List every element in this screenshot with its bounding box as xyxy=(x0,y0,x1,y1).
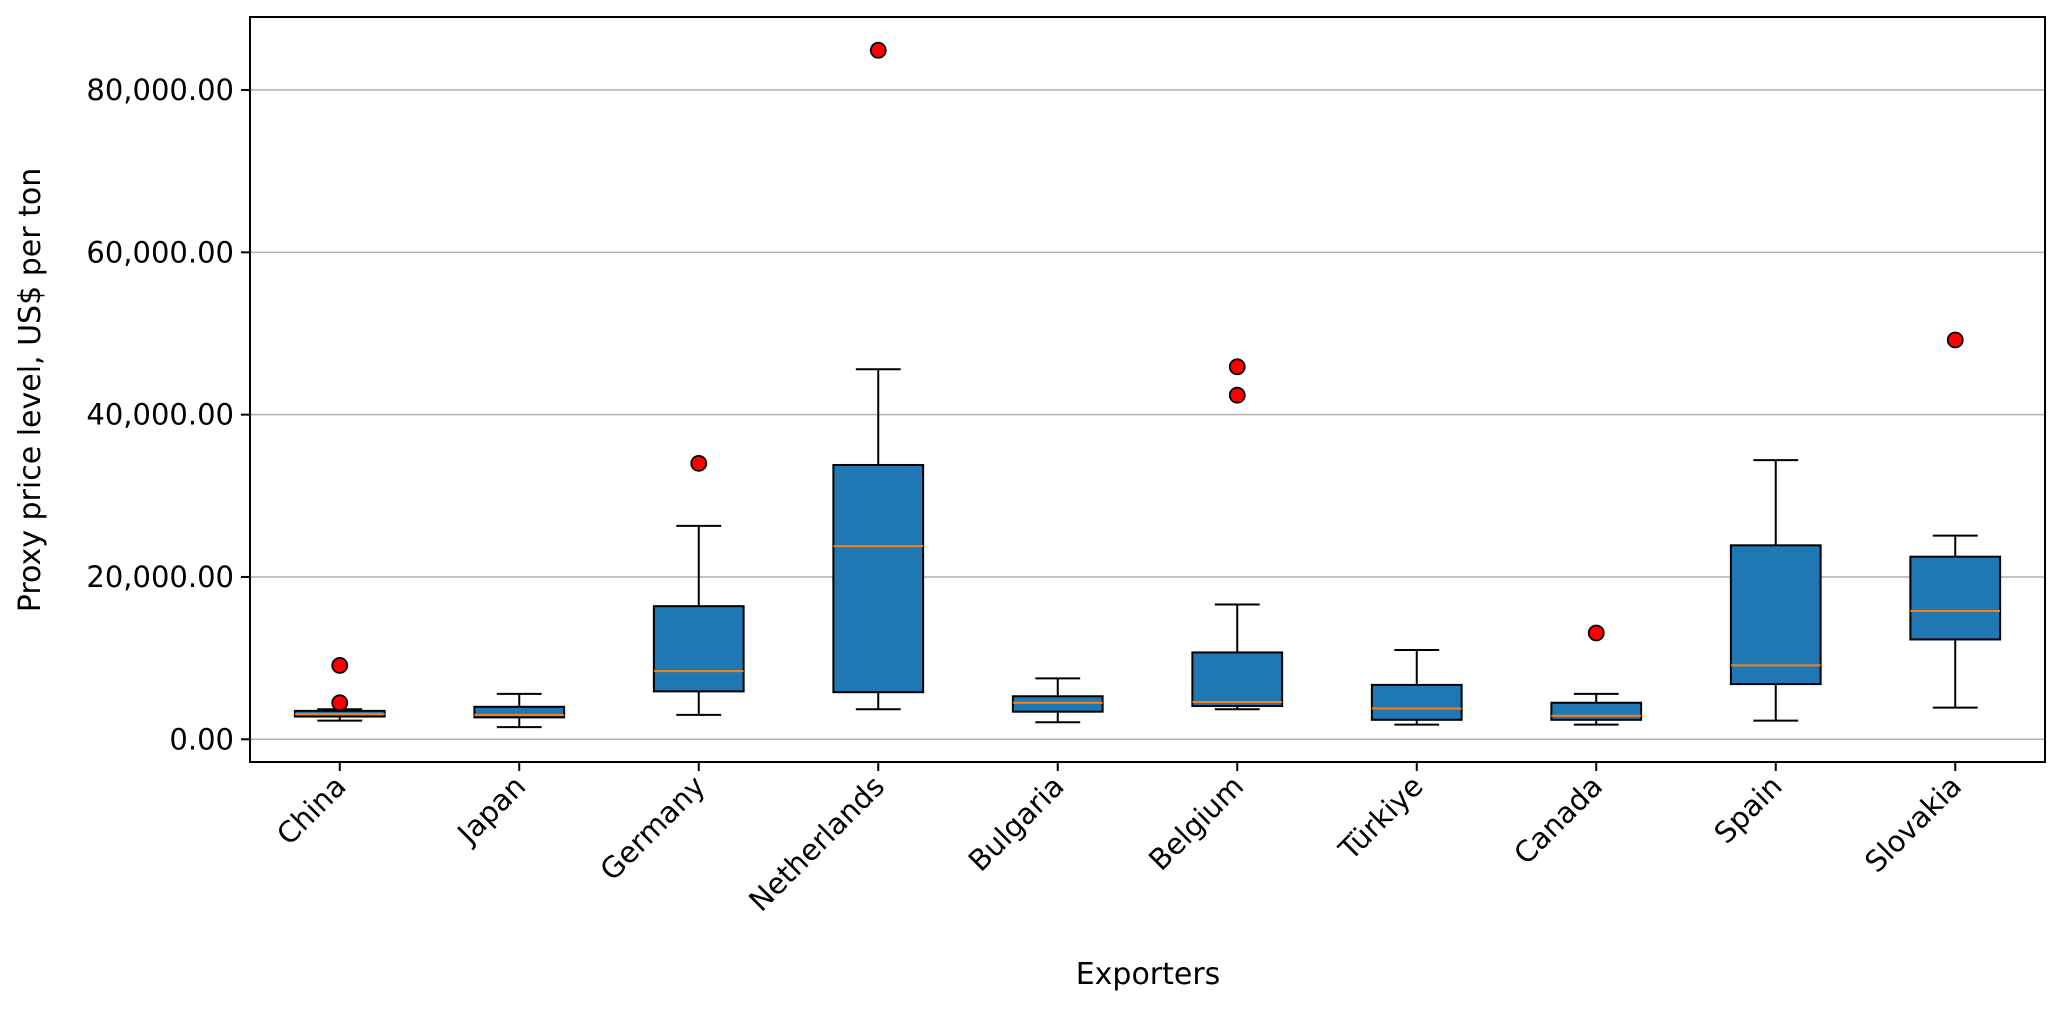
x-tick-label-japan: Japan xyxy=(450,769,533,852)
box-group-canada xyxy=(1550,624,1643,726)
plot-area xyxy=(293,41,2002,729)
outlier-point-0 xyxy=(331,657,349,674)
x-tick-label-belgium: Belgium xyxy=(1142,769,1250,877)
x-tick-label-spain: Spain xyxy=(1707,769,1788,850)
y-tick-label-3: 60,000.00 xyxy=(86,235,234,269)
plot-frame xyxy=(249,16,2046,763)
box-group-germany xyxy=(652,454,745,716)
y-tick-label-1: 20,000.00 xyxy=(86,560,234,594)
x-tick-label-slovakia: Slovakia xyxy=(1858,769,1968,879)
x-tick-label-türkiye: Türkiye xyxy=(1331,769,1429,867)
box xyxy=(1191,651,1284,708)
box-group-japan xyxy=(473,692,566,729)
box xyxy=(1550,701,1643,721)
box-group-netherlands xyxy=(832,41,925,711)
box xyxy=(1729,544,1822,686)
outlier-point-0 xyxy=(690,454,708,472)
x-tick-label-bulgaria: Bulgaria xyxy=(962,769,1071,878)
y-tick-label-0: 0.00 xyxy=(169,722,234,756)
x-tick-label-netherlands: Netherlands xyxy=(742,769,891,918)
axes: 0.00 20,000.00 40,000.00 60,000.00 80,000.00… xyxy=(86,16,2046,918)
x-tick-label-germany: Germany xyxy=(593,769,711,887)
x-axis-title: Exporters xyxy=(1076,957,1221,992)
box-group-spain xyxy=(1729,459,1822,722)
box xyxy=(652,605,745,693)
box xyxy=(1011,695,1104,713)
y-tick-label-2: 40,000.00 xyxy=(86,398,234,432)
x-tick-label-canada: Canada xyxy=(1507,769,1609,871)
outlier-point-1 xyxy=(331,694,349,712)
outlier-point-0 xyxy=(1228,358,1246,376)
box xyxy=(832,463,925,694)
box xyxy=(1370,683,1463,721)
outlier-point-0 xyxy=(869,41,887,59)
y-tick-label-4: 80,000.00 xyxy=(86,73,234,107)
box-group-china xyxy=(293,657,386,722)
outlier-point-1 xyxy=(1228,386,1246,404)
box xyxy=(473,705,566,719)
box-group-türkiye xyxy=(1370,649,1463,726)
x-tick-label-china: China xyxy=(270,769,353,852)
outlier-point-0 xyxy=(1587,624,1605,642)
outlier-point-0 xyxy=(1946,331,1964,349)
y-axis-title: Proxy price level, US$ per ton xyxy=(13,168,48,612)
box-group-belgium xyxy=(1191,358,1284,711)
box-group-slovakia xyxy=(1909,331,2002,709)
box-group-bulgaria xyxy=(1011,677,1104,724)
box xyxy=(1909,555,2002,641)
